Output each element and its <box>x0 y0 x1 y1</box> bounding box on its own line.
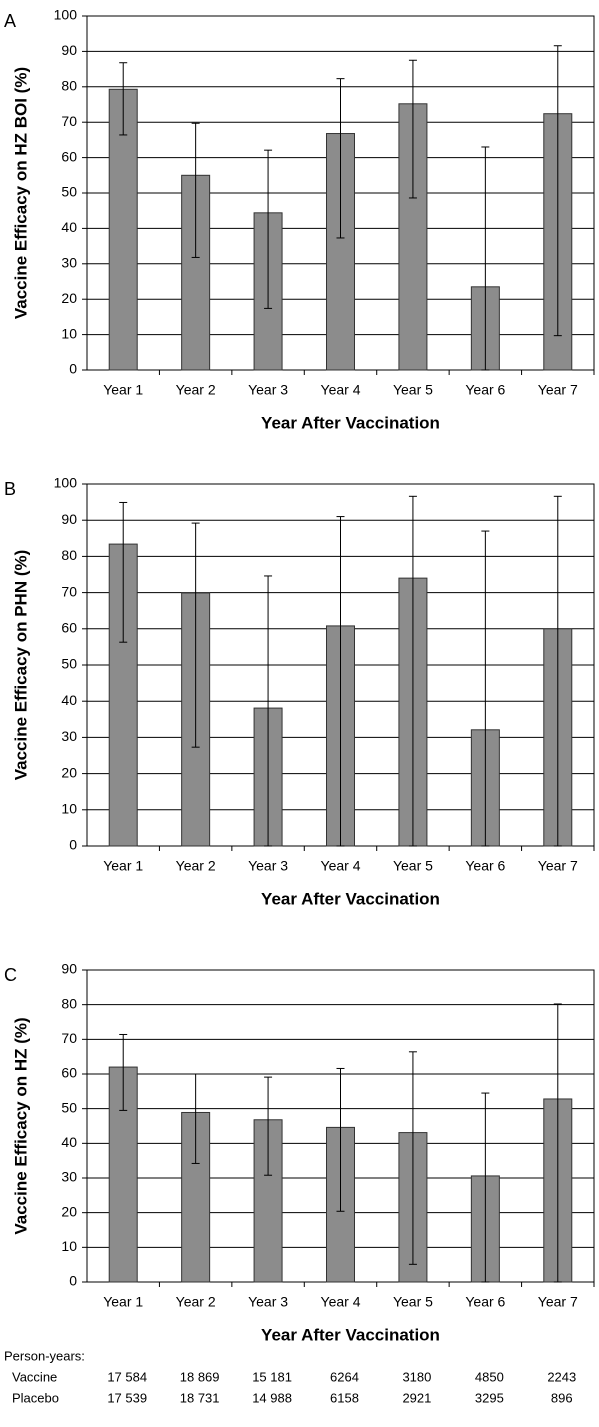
y-tick-label: 70 <box>61 113 77 129</box>
table-cell: 896 <box>551 1390 573 1405</box>
y-tick-label: 20 <box>61 1203 77 1219</box>
y-tick-label: 50 <box>61 184 77 200</box>
x-axis-label: Year After Vaccination <box>261 889 440 908</box>
x-tick-label: Year 7 <box>538 858 578 874</box>
y-tick-label: 50 <box>61 656 77 672</box>
table-cell: 15 181 <box>252 1369 292 1384</box>
x-tick-label: Year 6 <box>465 382 505 398</box>
table-cell: 3180 <box>402 1369 431 1384</box>
y-tick-label: 40 <box>61 219 77 235</box>
y-tick-label: 10 <box>61 325 77 341</box>
y-tick-label: 90 <box>61 961 77 977</box>
table-cell: 4850 <box>475 1369 504 1384</box>
x-tick-label: Year 6 <box>465 858 505 874</box>
y-tick-label: 20 <box>61 764 77 780</box>
x-tick-label: Year 2 <box>176 858 216 874</box>
y-tick-label: 30 <box>61 255 77 271</box>
y-tick-label: 100 <box>54 7 78 23</box>
y-tick-label: 40 <box>61 1134 77 1150</box>
y-tick-label: 60 <box>61 1065 77 1081</box>
x-tick-label: Year 6 <box>465 1294 505 1310</box>
y-tick-label: 0 <box>69 1273 77 1289</box>
x-tick-label: Year 3 <box>248 1294 288 1310</box>
x-axis-label: Year After Vaccination <box>261 413 440 432</box>
x-tick-label: Year 2 <box>176 382 216 398</box>
y-tick-label: 60 <box>61 620 77 636</box>
row-label: Placebo <box>12 1390 59 1405</box>
table-cell: 6158 <box>330 1390 359 1405</box>
y-axis-label: Vaccine Efficacy on PHN (%) <box>11 550 30 781</box>
table-cell: 17 584 <box>107 1369 147 1384</box>
x-tick-label: Year 5 <box>393 1294 433 1310</box>
x-tick-label: Year 4 <box>321 1294 361 1310</box>
x-tick-label: Year 5 <box>393 858 433 874</box>
x-tick-label: Year 1 <box>103 858 143 874</box>
y-tick-label: 50 <box>61 1099 77 1115</box>
y-tick-label: 10 <box>61 1238 77 1254</box>
y-tick-label: 60 <box>61 148 77 164</box>
y-tick-label: 20 <box>61 290 77 306</box>
y-tick-label: 80 <box>61 78 77 94</box>
y-tick-label: 100 <box>54 475 78 491</box>
x-tick-label: Year 5 <box>393 382 433 398</box>
x-tick-label: Year 7 <box>538 382 578 398</box>
y-axis-label: Vaccine Efficacy on HZ (%) <box>11 1017 30 1234</box>
bar <box>108 88 138 371</box>
row-label: Vaccine <box>12 1369 57 1384</box>
table-cell: 18 731 <box>180 1390 220 1405</box>
y-tick-label: 30 <box>61 1169 77 1185</box>
table-cell: 17 539 <box>107 1390 147 1405</box>
y-tick-label: 70 <box>61 583 77 599</box>
x-tick-label: Year 2 <box>176 1294 216 1310</box>
y-tick-label: 30 <box>61 728 77 744</box>
y-tick-label: 10 <box>61 801 77 817</box>
x-tick-label: Year 7 <box>538 1294 578 1310</box>
table-cell: 3295 <box>475 1390 504 1405</box>
y-tick-label: 0 <box>69 361 77 377</box>
panel-label: A <box>4 11 16 31</box>
y-tick-label: 70 <box>61 1030 77 1046</box>
table-cell: 2243 <box>547 1369 576 1384</box>
x-tick-label: Year 4 <box>321 858 361 874</box>
table-cell: 6264 <box>330 1369 359 1384</box>
x-tick-label: Year 1 <box>103 382 143 398</box>
y-tick-label: 80 <box>61 995 77 1011</box>
panel-label: B <box>4 479 16 499</box>
y-tick-label: 90 <box>61 511 77 527</box>
table-cell: 18 869 <box>180 1369 220 1384</box>
table-title: Person-years: <box>4 1348 85 1363</box>
panel-label: C <box>4 965 17 985</box>
y-tick-label: 40 <box>61 692 77 708</box>
y-axis-label: Vaccine Efficacy on HZ BOI (%) <box>11 67 30 319</box>
table-cell: 2921 <box>402 1390 431 1405</box>
x-tick-label: Year 1 <box>103 1294 143 1310</box>
x-axis-label: Year After Vaccination <box>261 1325 440 1344</box>
table-cell: 14 988 <box>252 1390 292 1405</box>
y-tick-label: 0 <box>69 837 77 853</box>
y-tick-label: 90 <box>61 42 77 58</box>
y-tick-label: 80 <box>61 547 77 563</box>
x-tick-label: Year 4 <box>321 382 361 398</box>
x-tick-label: Year 3 <box>248 382 288 398</box>
x-tick-label: Year 3 <box>248 858 288 874</box>
